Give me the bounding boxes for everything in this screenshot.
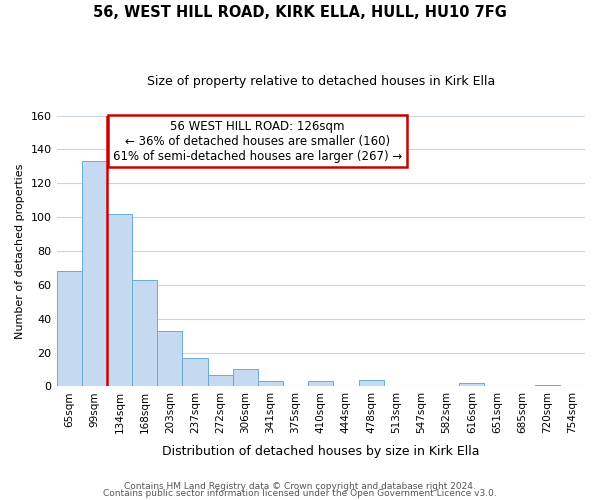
Bar <box>208 374 233 386</box>
Text: 56, WEST HILL ROAD, KIRK ELLA, HULL, HU10 7FG: 56, WEST HILL ROAD, KIRK ELLA, HULL, HU1… <box>93 5 507 20</box>
Bar <box>132 280 157 386</box>
Bar <box>157 330 182 386</box>
X-axis label: Distribution of detached houses by size in Kirk Ella: Distribution of detached houses by size … <box>162 444 479 458</box>
Text: Contains public sector information licensed under the Open Government Licence v3: Contains public sector information licen… <box>103 490 497 498</box>
Bar <box>182 358 208 386</box>
Bar <box>82 162 107 386</box>
Text: 56 WEST HILL ROAD: 126sqm
← 36% of detached houses are smaller (160)
61% of semi: 56 WEST HILL ROAD: 126sqm ← 36% of detac… <box>113 120 402 162</box>
Bar <box>459 383 484 386</box>
Bar <box>107 214 132 386</box>
Bar <box>258 382 283 386</box>
Bar <box>359 380 383 386</box>
Bar <box>308 382 334 386</box>
Y-axis label: Number of detached properties: Number of detached properties <box>15 164 25 338</box>
Bar <box>233 370 258 386</box>
Text: Contains HM Land Registry data © Crown copyright and database right 2024.: Contains HM Land Registry data © Crown c… <box>124 482 476 491</box>
Title: Size of property relative to detached houses in Kirk Ella: Size of property relative to detached ho… <box>146 75 495 88</box>
Bar <box>535 384 560 386</box>
Bar <box>56 272 82 386</box>
